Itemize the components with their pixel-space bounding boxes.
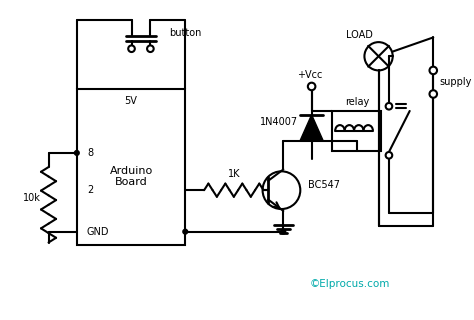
Circle shape [147,45,154,52]
Text: BC547: BC547 [308,180,340,190]
Circle shape [386,152,392,159]
Bar [332,111,382,151]
Text: relay: relay [345,98,369,108]
Text: supply: supply [440,77,472,87]
Text: ©Elprocus.com: ©Elprocus.com [310,279,391,290]
Text: 10k: 10k [23,193,40,203]
Polygon shape [301,115,323,140]
Text: 5V: 5V [125,96,137,106]
Circle shape [183,229,188,234]
Text: 2: 2 [87,185,93,195]
Text: Arduino
Board: Arduino Board [109,166,153,187]
Circle shape [281,229,286,234]
Circle shape [386,103,392,109]
Text: button: button [169,28,201,38]
Bar [77,89,185,245]
Circle shape [429,90,437,98]
Text: +Vcc: +Vcc [297,70,322,80]
Text: GND: GND [86,227,109,237]
Text: 1K: 1K [228,169,240,179]
Circle shape [128,45,135,52]
Text: 1N4007: 1N4007 [260,117,298,127]
Circle shape [74,151,79,155]
Text: LOAD: LOAD [346,29,373,40]
Circle shape [429,67,437,74]
Circle shape [308,83,315,90]
Text: 8: 8 [87,148,93,158]
